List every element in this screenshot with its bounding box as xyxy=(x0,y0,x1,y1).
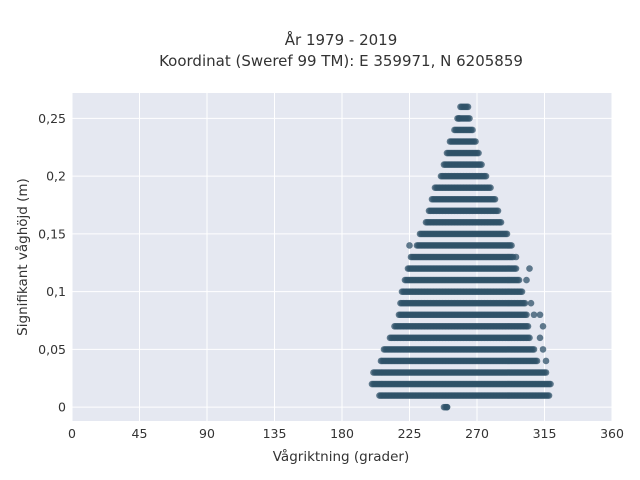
data-point xyxy=(464,103,472,111)
x-axis-ticks: 0 45 90 135 180 225 270 315 360 xyxy=(68,426,624,441)
y-tick-label: 0,15 xyxy=(38,226,66,241)
y-tick-label: 0,1 xyxy=(46,284,66,299)
data-point xyxy=(523,276,530,284)
data-point xyxy=(475,149,482,157)
y-axis-ticks: 0 0,05 0,1 0,15 0,2 0,25 xyxy=(38,111,66,415)
data-point xyxy=(491,195,499,203)
data-points xyxy=(368,103,554,411)
y-tick-label: 0,2 xyxy=(46,169,66,184)
data-point xyxy=(512,253,520,261)
data-point xyxy=(455,115,463,122)
data-point xyxy=(539,322,547,330)
data-point xyxy=(482,172,490,180)
data-point xyxy=(530,346,538,353)
chart-title-line-1: År 1979 - 2019 xyxy=(285,30,398,49)
data-point xyxy=(478,161,485,168)
x-tick-label: 225 xyxy=(398,426,422,441)
data-point xyxy=(466,115,473,122)
y-axis-label: Signifikant våghöjd (m) xyxy=(14,178,31,336)
data-point xyxy=(523,311,530,319)
data-point xyxy=(518,288,526,295)
data-point xyxy=(533,357,541,365)
data-point xyxy=(547,380,554,388)
data-point xyxy=(526,265,533,272)
data-point xyxy=(508,242,515,249)
data-point xyxy=(536,311,544,319)
data-point xyxy=(406,242,413,249)
data-point xyxy=(536,334,544,342)
x-tick-label: 180 xyxy=(330,426,354,441)
data-point xyxy=(530,311,538,319)
data-point xyxy=(443,403,451,411)
chart-title-line-2: Koordinat (Sweref 99 TM): E 359971, N 62… xyxy=(159,52,523,70)
data-point xyxy=(515,276,523,284)
x-tick-label: 315 xyxy=(533,426,557,441)
data-point xyxy=(545,392,553,399)
data-point xyxy=(524,322,532,330)
x-tick-label: 0 xyxy=(68,426,76,441)
data-point xyxy=(497,219,505,226)
x-tick-label: 270 xyxy=(465,426,489,441)
y-tick-label: 0 xyxy=(58,400,66,415)
x-tick-label: 135 xyxy=(263,426,287,441)
x-tick-label: 45 xyxy=(132,426,148,441)
data-point xyxy=(542,369,550,376)
y-tick-label: 0,05 xyxy=(38,342,66,357)
data-point xyxy=(512,265,520,272)
x-tick-label: 90 xyxy=(199,426,215,441)
data-point xyxy=(487,184,494,192)
data-point xyxy=(469,126,476,134)
data-point xyxy=(494,207,502,215)
data-point xyxy=(539,346,547,353)
x-tick-label: 360 xyxy=(600,426,624,441)
data-point xyxy=(472,138,479,145)
x-axis-label: Vågriktning (grader) xyxy=(273,448,410,465)
data-point xyxy=(503,230,511,238)
data-point xyxy=(527,299,535,307)
data-point xyxy=(526,334,533,342)
data-point xyxy=(521,299,529,307)
data-point xyxy=(542,357,550,365)
y-tick-label: 0,25 xyxy=(38,111,66,126)
